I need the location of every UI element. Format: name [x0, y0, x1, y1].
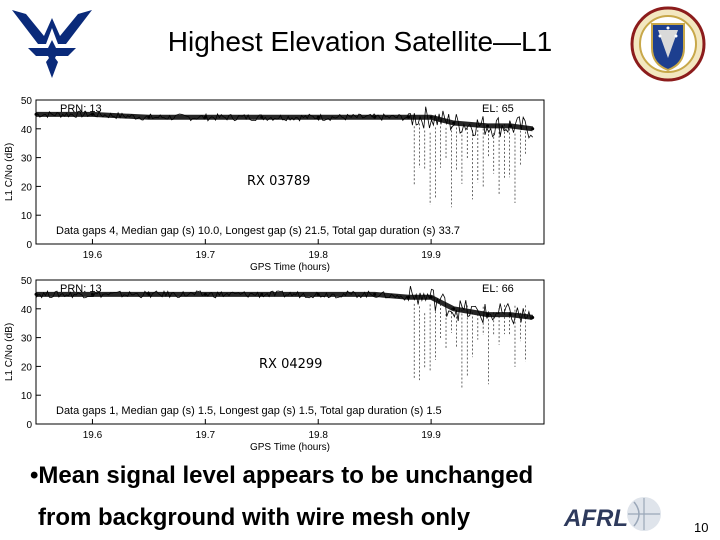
- y-tick-label: 30: [21, 334, 33, 345]
- x-tick-label: 19.9: [421, 430, 441, 441]
- x-tick-label: 19.9: [421, 250, 441, 261]
- y-tick-label: 0: [26, 240, 32, 251]
- x-axis-label: GPS Time (hours): [250, 262, 330, 272]
- data-point: [316, 115, 320, 119]
- air-force-logo-icon: [12, 10, 92, 78]
- cno-chart-rx03789: 0 10 20 30 40 50 19.6 19.7 19.8 19.9 GPS Time (hou…: [4, 96, 545, 272]
- bullet-line-2: from background with wire mesh only: [38, 504, 471, 531]
- bullet-line-1: •Mean signal level appears to be unchang…: [30, 462, 534, 489]
- chart-panel-rx03789: 0 10 20 30 40 50 19.6 19.7 19.8 19.9 GPS Time (hou…: [0, 92, 560, 272]
- y-axis-label: L1 C/No (dB): [4, 143, 15, 201]
- afrl-logo-text: AFRL: [563, 505, 628, 532]
- data-point: [407, 115, 411, 119]
- data-point: [531, 315, 535, 319]
- elevation-label: EL: 65: [482, 103, 514, 115]
- afrl-shield-logo-icon: [630, 6, 706, 82]
- x-axis-label: GPS Time (hours): [250, 442, 330, 452]
- y-tick-label: 40: [21, 125, 33, 136]
- data-point: [452, 307, 456, 311]
- y-tick-label: 20: [21, 182, 33, 193]
- slide-title: Highest Elevation Satellite—L1: [167, 26, 553, 57]
- data-point: [90, 292, 94, 296]
- y-tick-label: 50: [21, 276, 33, 287]
- x-tick-label: 19.6: [83, 250, 103, 261]
- data-point: [486, 124, 490, 128]
- bullet-point: •Mean signal level appears to be unchang…: [30, 455, 630, 539]
- afrl-logo-icon: AFRL: [563, 497, 661, 532]
- y-tick-label: 10: [21, 391, 33, 402]
- cno-chart-rx04299: 0 10 20 30 40 50 19.6 19.7 19.8 19.9 GPS Time (hou…: [4, 276, 545, 452]
- y-axis-label: L1 C/No (dB): [4, 323, 15, 381]
- x-tick-label: 19.7: [196, 250, 216, 261]
- elevation-label: EL: 66: [482, 283, 514, 295]
- y-tick-label: 0: [26, 420, 32, 431]
- page-number: 10: [694, 520, 709, 535]
- data-point: [429, 115, 433, 119]
- y-tick-label: 30: [21, 154, 33, 165]
- x-tick-label: 19.6: [83, 430, 103, 441]
- series-noise: [35, 286, 533, 325]
- x-tick-label: 19.7: [196, 430, 216, 441]
- plot-frame: [35, 99, 545, 245]
- gap-stats-text: Data gaps 1, Median gap (s) 1.5, Longest…: [56, 405, 442, 417]
- gap-stats-text: Data gaps 4, Median gap (s) 10.0, Longes…: [56, 225, 460, 237]
- series-noise: [35, 106, 533, 139]
- chart-panel-rx04299: 0 10 20 30 40 50 19.6 19.7 19.8 19.9 GPS Time (hou…: [0, 272, 560, 452]
- data-point: [373, 115, 377, 119]
- data-point: [429, 295, 433, 299]
- data-point: [373, 292, 377, 296]
- receiver-label-rx03789: RX 03789: [247, 174, 311, 189]
- data-point: [531, 127, 535, 131]
- y-tick-label: 10: [21, 211, 33, 222]
- x-tick-label: 19.8: [308, 430, 328, 441]
- plot-frame: [35, 279, 545, 425]
- receiver-label-rx04299: RX 04299: [259, 357, 323, 372]
- y-tick-label: 20: [21, 362, 33, 373]
- y-tick-label: 40: [21, 305, 33, 316]
- x-tick-label: 19.8: [308, 250, 328, 261]
- data-point: [34, 292, 38, 296]
- y-tick-label: 50: [21, 96, 33, 107]
